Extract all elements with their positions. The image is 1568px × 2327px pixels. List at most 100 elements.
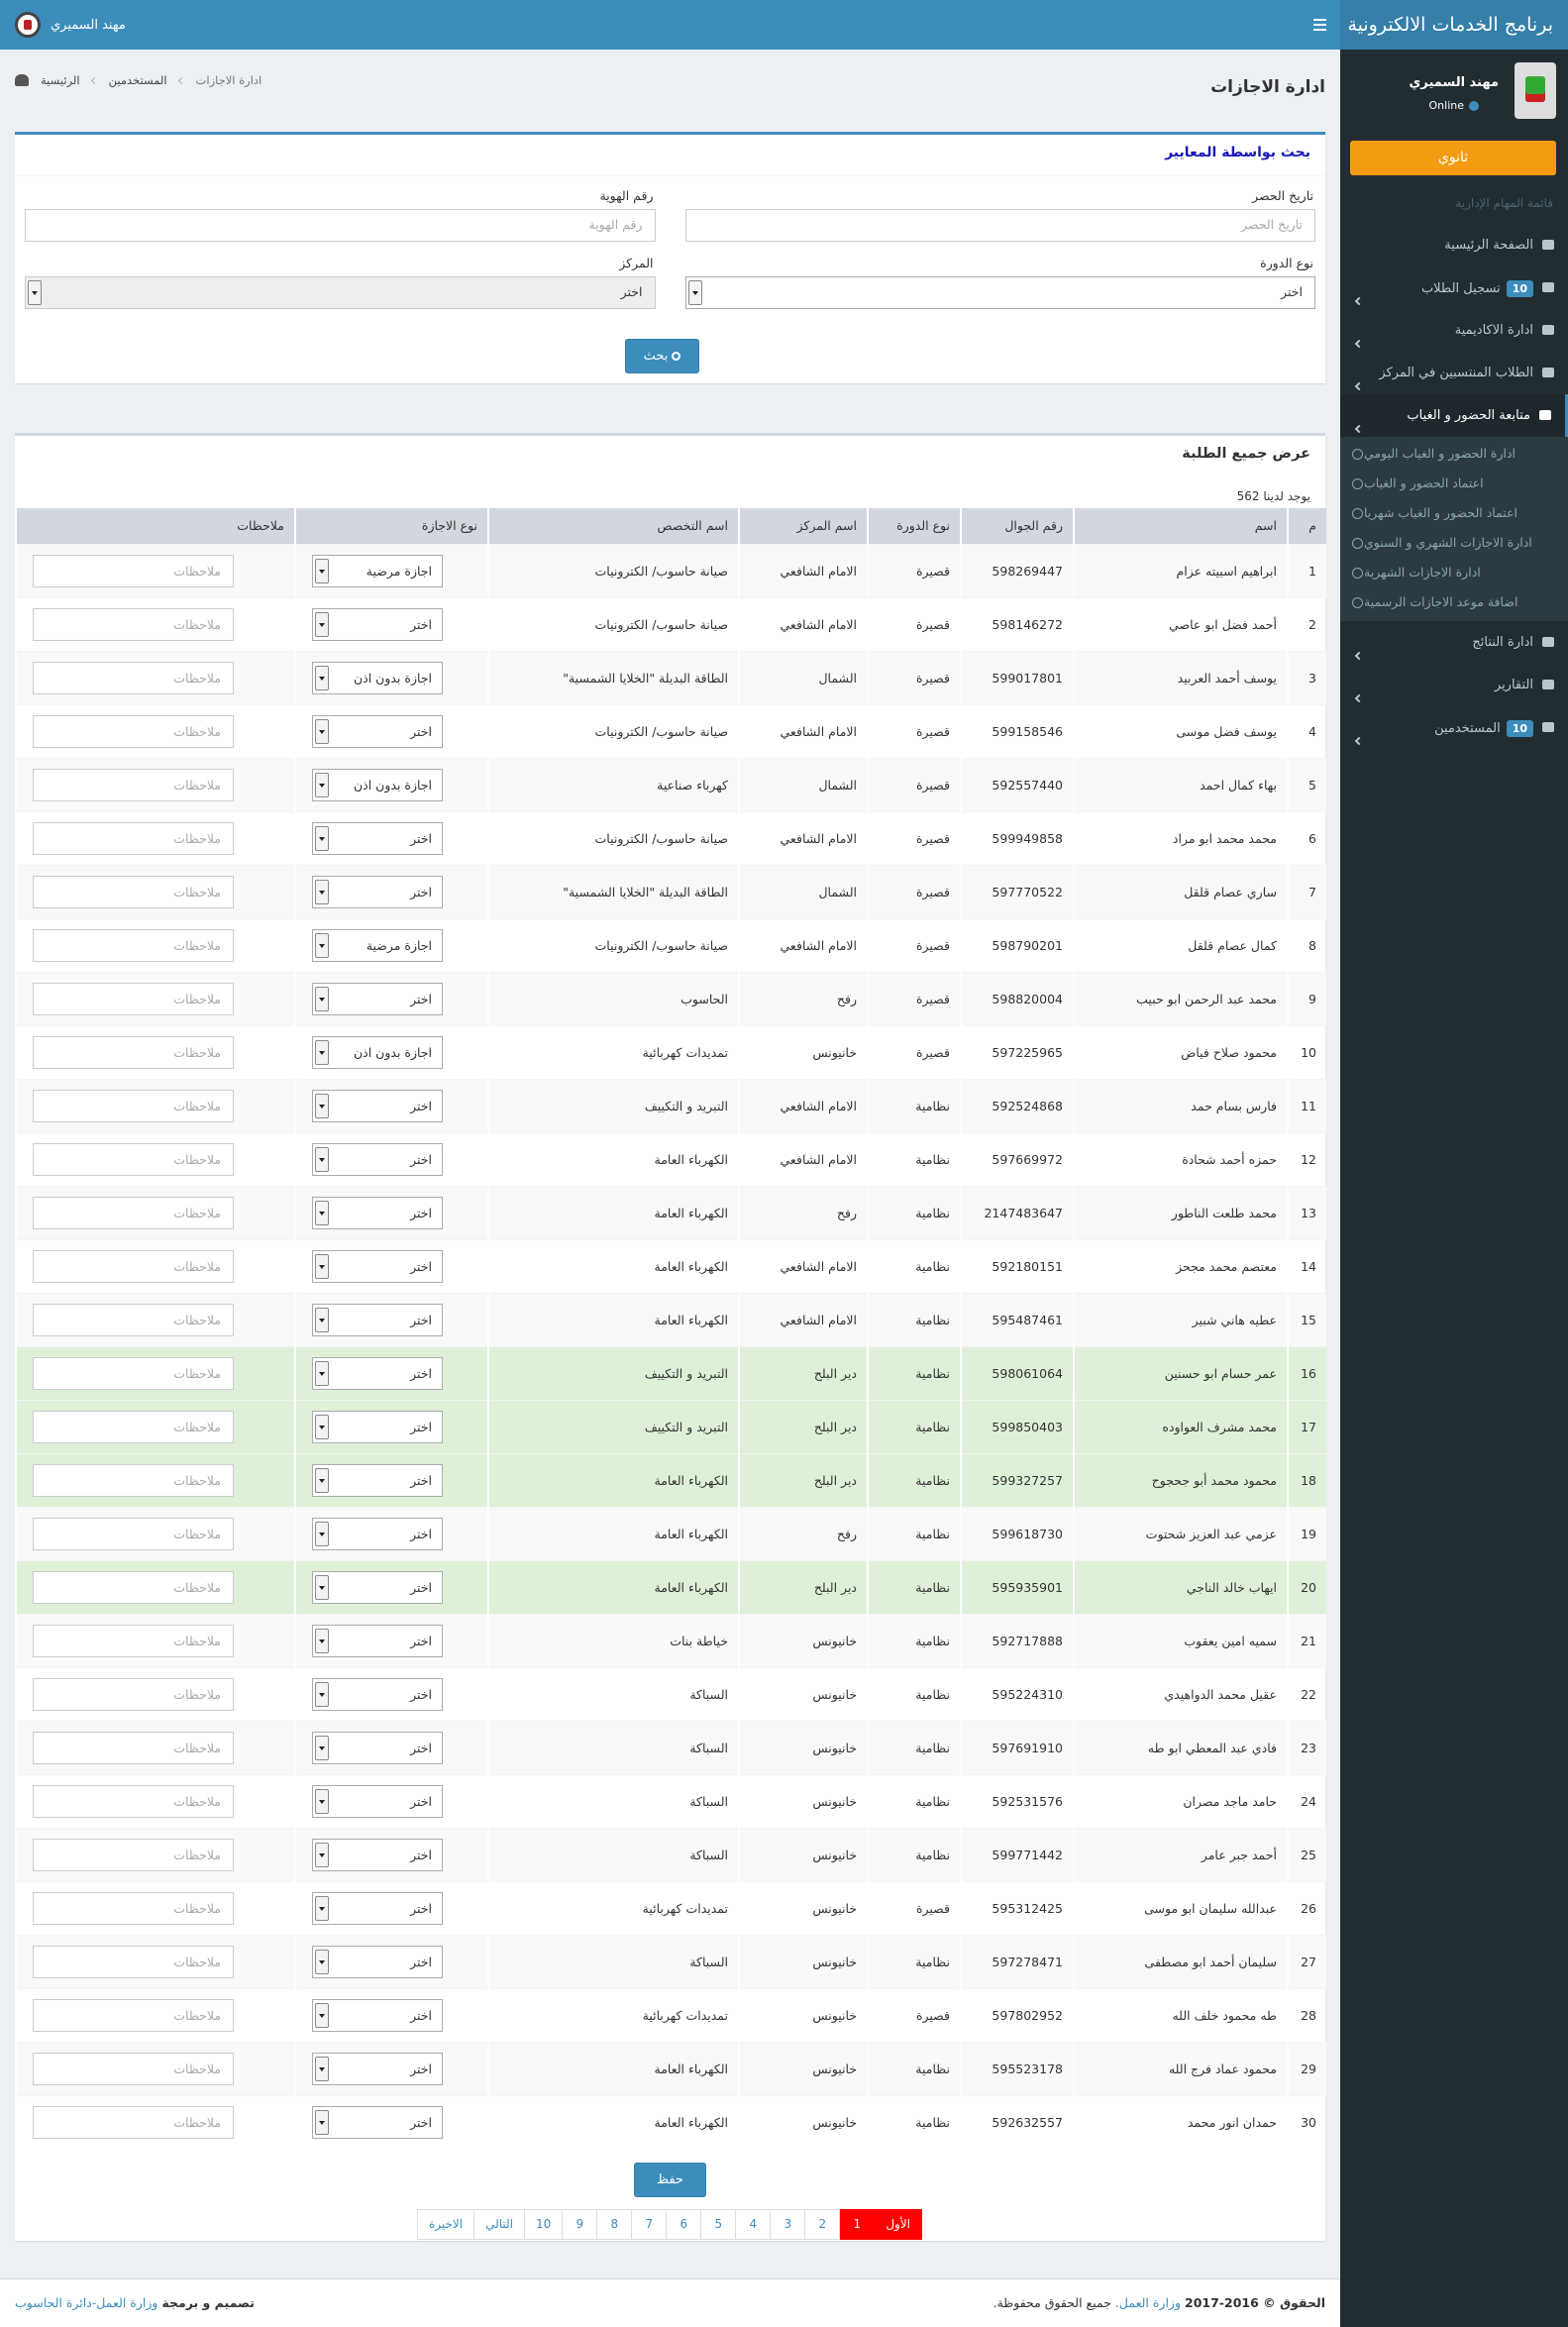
leave-select[interactable]: اختر: [312, 875, 443, 908]
notes-input[interactable]: ملاحظات: [33, 1356, 234, 1390]
leave-select[interactable]: اختر: [312, 1410, 443, 1443]
page-button[interactable]: 6: [666, 2209, 702, 2240]
notes-input[interactable]: ملاحظات: [33, 661, 234, 694]
page-button[interactable]: 7: [631, 2209, 668, 2240]
text-input[interactable]: تاريخ الحصر: [684, 209, 1315, 242]
notes-input[interactable]: ملاحظات: [33, 1410, 234, 1443]
menu-item[interactable]: 10 تسجيل الطلاب: [1340, 266, 1568, 309]
page-button[interactable]: 8: [596, 2209, 633, 2240]
app-title[interactable]: برنامج الخدمات الالكترونية: [1340, 0, 1568, 50]
select-box[interactable]: اختر: [684, 276, 1315, 309]
page-button[interactable]: 5: [700, 2209, 737, 2240]
notes-input[interactable]: ملاحظات: [33, 1303, 234, 1336]
breadcrumb-item[interactable]: المستخدمين: [108, 73, 167, 87]
menu-item[interactable]: الصفحة الرئيسية: [1340, 224, 1568, 266]
leave-select[interactable]: اجازة بدون اذن: [312, 768, 443, 801]
page-button[interactable]: 9: [562, 2209, 598, 2240]
leave-select[interactable]: اختر: [312, 1731, 443, 1764]
leave-select[interactable]: اختر: [312, 1463, 443, 1497]
menu-item[interactable]: ادارة الاكاديمية: [1340, 309, 1568, 352]
leave-select[interactable]: اختر: [312, 1677, 443, 1711]
leave-select[interactable]: اختر: [312, 714, 443, 748]
page-button[interactable]: 4: [735, 2209, 772, 2240]
leave-select[interactable]: اختر: [312, 1196, 443, 1229]
search-button[interactable]: بحث: [625, 339, 699, 373]
menu-item[interactable]: 10 المستخدمين: [1340, 706, 1568, 749]
page-button[interactable]: الاخيرة: [416, 2209, 475, 2240]
page-button[interactable]: 10: [524, 2209, 564, 2240]
notes-input[interactable]: ملاحظات: [33, 1945, 234, 1978]
notes-input[interactable]: ملاحظات: [33, 875, 234, 908]
submenu-item[interactable]: اضافة موعد الاجازات الرسمية: [1340, 587, 1568, 617]
menu-item[interactable]: التقارير: [1340, 664, 1568, 706]
submenu-item[interactable]: ادارة الاجازات الشهرية: [1340, 558, 1568, 587]
submenu-item[interactable]: ادارة الحضور و الغياب اليومي: [1340, 439, 1568, 469]
notes-input[interactable]: ملاحظات: [33, 1891, 234, 1925]
submenu-item[interactable]: اعتماد الحضور و الغياب: [1340, 469, 1568, 498]
menu-item[interactable]: متابعة الحضور و الغياب: [1340, 394, 1568, 437]
user-menu[interactable]: مهند السميري: [15, 0, 126, 50]
role-button[interactable]: ثانوي: [1350, 141, 1556, 175]
leave-select[interactable]: اختر: [312, 1998, 443, 2032]
notes-input[interactable]: ملاحظات: [33, 1731, 234, 1764]
notes-input[interactable]: ملاحظات: [33, 554, 234, 587]
menu-toggle[interactable]: [1313, 19, 1326, 34]
menu-item[interactable]: ادارة النتائج: [1340, 621, 1568, 664]
leave-select[interactable]: اجازة بدون اذن: [312, 1035, 443, 1069]
leave-select[interactable]: اختر: [312, 1624, 443, 1657]
credit-link[interactable]: وزارة العمل-دائرة الحاسوب: [15, 2295, 158, 2310]
notes-input[interactable]: ملاحظات: [33, 1624, 234, 1657]
notes-input[interactable]: ملاحظات: [33, 714, 234, 748]
submenu-item[interactable]: اعتماد الحضور و الغياب شهريا: [1340, 498, 1568, 528]
leave-select[interactable]: اختر: [312, 2052, 443, 2085]
breadcrumb-item[interactable]: الرئيسية: [41, 73, 80, 87]
menu-item[interactable]: الطلاب المنتسبين في المركز: [1340, 352, 1568, 394]
org-link[interactable]: وزارة العمل.: [1114, 2295, 1182, 2310]
notes-input[interactable]: ملاحظات: [33, 821, 234, 855]
notes-input[interactable]: ملاحظات: [33, 1570, 234, 1604]
leave-select[interactable]: اجازة مرضية: [312, 554, 443, 587]
text-input[interactable]: رقم الهوية: [25, 209, 656, 242]
notes-input[interactable]: ملاحظات: [33, 768, 234, 801]
leave-select[interactable]: اختر: [312, 2105, 443, 2139]
leave-select[interactable]: اختر: [312, 1891, 443, 1925]
leave-select[interactable]: اختر: [312, 1249, 443, 1283]
notes-input[interactable]: ملاحظات: [33, 1249, 234, 1283]
leave-select[interactable]: اختر: [312, 1356, 443, 1390]
notes-input[interactable]: ملاحظات: [33, 2052, 234, 2085]
notes-input[interactable]: ملاحظات: [33, 1089, 234, 1122]
leave-select[interactable]: اختر: [312, 1142, 443, 1176]
leave-select[interactable]: اختر: [312, 1089, 443, 1122]
leave-select[interactable]: اختر: [312, 1303, 443, 1336]
leave-select[interactable]: اختر: [312, 1570, 443, 1604]
notes-input[interactable]: ملاحظات: [33, 1463, 234, 1497]
leave-select[interactable]: اختر: [312, 982, 443, 1015]
notes-input[interactable]: ملاحظات: [33, 1998, 234, 2032]
leave-select[interactable]: اختر: [312, 1838, 443, 1871]
leave-select[interactable]: اختر: [312, 1784, 443, 1818]
submenu-item[interactable]: ادارة الاجازات الشهري و السنوي: [1340, 528, 1568, 558]
leave-select[interactable]: اجازة مرضية: [312, 928, 443, 962]
page-button[interactable]: 1: [839, 2209, 876, 2240]
leave-select[interactable]: اختر: [312, 1945, 443, 1978]
notes-input[interactable]: ملاحظات: [33, 928, 234, 962]
leave-select[interactable]: اختر: [312, 821, 443, 855]
notes-input[interactable]: ملاحظات: [33, 2105, 234, 2139]
notes-input[interactable]: ملاحظات: [33, 1677, 234, 1711]
notes-input[interactable]: ملاحظات: [33, 1517, 234, 1550]
notes-input[interactable]: ملاحظات: [33, 607, 234, 641]
save-button[interactable]: حفظ: [634, 2163, 706, 2197]
page-button[interactable]: التالي: [473, 2209, 526, 2240]
page-button[interactable]: الأول: [874, 2209, 923, 2240]
notes-input[interactable]: ملاحظات: [33, 1196, 234, 1229]
leave-select[interactable]: اختر: [312, 1517, 443, 1550]
notes-input[interactable]: ملاحظات: [33, 982, 234, 1015]
page-button[interactable]: 2: [804, 2209, 841, 2240]
notes-input[interactable]: ملاحظات: [33, 1035, 234, 1069]
page-button[interactable]: 3: [770, 2209, 806, 2240]
notes-input[interactable]: ملاحظات: [33, 1784, 234, 1818]
notes-input[interactable]: ملاحظات: [33, 1142, 234, 1176]
notes-input[interactable]: ملاحظات: [33, 1838, 234, 1871]
leave-select[interactable]: اختر: [312, 607, 443, 641]
leave-select[interactable]: اجازة بدون اذن: [312, 661, 443, 694]
